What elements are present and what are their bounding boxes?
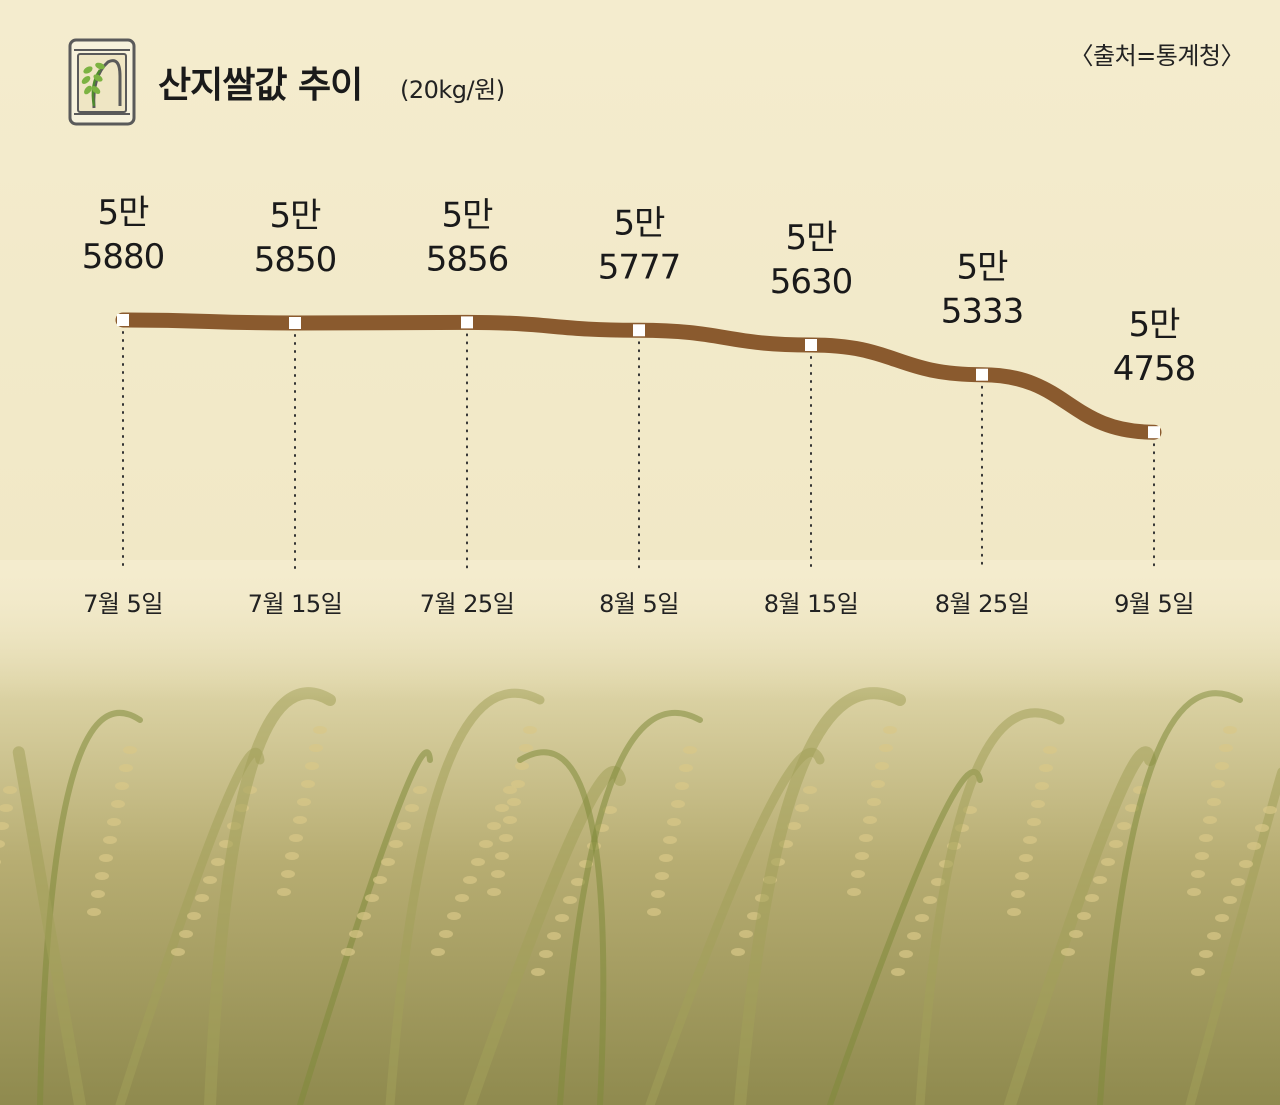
data-label: 5만 5333 — [941, 248, 1024, 332]
x-tick-label: 9월 5일 — [1114, 590, 1194, 618]
chart-title: 산지쌀값 추이 — [158, 65, 363, 106]
data-label: 5만 5777 — [598, 203, 681, 287]
data-label: 5만 5630 — [770, 218, 853, 302]
x-tick-label: 8월 25일 — [935, 590, 1030, 618]
x-tick-label: 8월 5일 — [599, 590, 679, 618]
data-point — [461, 316, 473, 329]
data-point — [976, 368, 988, 381]
data-label: 5만 5850 — [254, 196, 337, 280]
data-point — [117, 314, 129, 326]
data-point — [1148, 426, 1160, 439]
unit-label: (20kg/원) — [400, 76, 505, 104]
data-point — [289, 317, 301, 329]
data-label: 5만 4758 — [1113, 305, 1196, 389]
x-tick-label: 7월 5일 — [83, 590, 163, 618]
x-tick-label: 7월 15일 — [248, 590, 343, 618]
data-label: 5만 5880 — [82, 193, 165, 277]
source-label: 〈출처=통계청〉 — [1069, 42, 1244, 70]
x-tick-label: 7월 25일 — [420, 590, 515, 618]
data-point — [633, 324, 645, 337]
x-tick-label: 8월 15일 — [764, 590, 859, 618]
data-label: 5만 5856 — [426, 195, 509, 279]
rice-bag-icon — [68, 38, 136, 126]
data-point — [805, 339, 817, 351]
